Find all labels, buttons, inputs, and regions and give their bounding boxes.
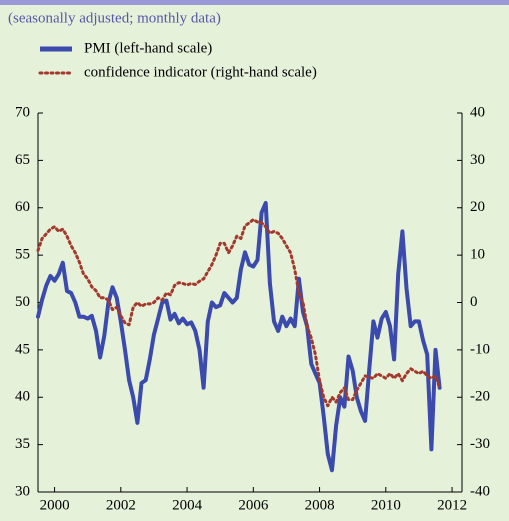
x-tick-label: 2000 [40,497,70,513]
y2-tick-label: 40 [470,104,485,120]
y2-tick-label: 30 [470,152,485,168]
x-tick-label: 2004 [172,497,203,513]
y-tick-label: 35 [15,436,30,452]
y-tick-label: 50 [15,294,30,310]
top-band [0,0,509,5]
y2-tick-label: 0 [470,294,478,310]
y-tick-label: 60 [15,199,30,215]
y2-tick-label: -40 [470,483,490,499]
x-tick-label: 2006 [238,497,269,513]
x-tick-label: 2002 [106,497,136,513]
y-tick-label: 65 [15,152,30,168]
y-tick-label: 55 [15,247,30,263]
y2-tick-label: -10 [470,341,490,357]
y2-tick-label: 20 [470,199,485,215]
series-line [36,218,442,408]
subtitle: (seasonally adjusted; monthly data) [8,10,221,26]
y-tick-label: 40 [15,389,30,405]
legend-label: PMI (left-hand scale) [84,40,212,56]
x-tick-label: 2010 [371,497,401,513]
y-tick-label: 45 [15,341,30,357]
y2-tick-label: -20 [470,389,490,405]
x-tick-label: 2008 [305,497,335,513]
legend-label: confidence indicator (right-hand scale) [84,64,317,80]
x-tick-label: 2012 [437,497,467,513]
series-line [36,201,442,473]
y2-tick-label: -30 [470,436,490,452]
y2-tick-label: 10 [470,247,485,263]
y-tick-label: 30 [15,483,30,499]
y-tick-label: 70 [15,104,30,120]
